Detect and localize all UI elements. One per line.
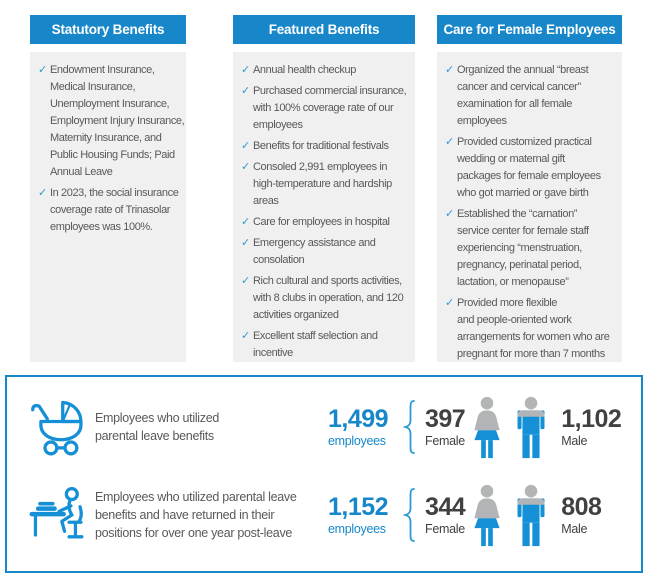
stat-description: Employees who utilized parental leave be… xyxy=(95,411,220,443)
check-icon: ✓ xyxy=(241,216,251,228)
list-item-text: Benefits for traditional festivals xyxy=(253,140,389,152)
check-icon: ✓ xyxy=(445,208,455,220)
column-title: Care for Female Employees xyxy=(437,15,622,44)
statutory-benefits-column: Statutory Benefits ✓ Endowment Insurance… xyxy=(30,15,186,362)
check-icon: ✓ xyxy=(445,297,455,309)
stat-description: Employees who utilized parental leave be… xyxy=(95,490,297,540)
check-icon: ✓ xyxy=(241,330,251,342)
check-icon: ✓ xyxy=(38,64,48,76)
female-label: Female xyxy=(425,433,465,448)
list-item: ✓ Consoled 2,991 employees in high-tempe… xyxy=(241,159,411,210)
list-item-text: Provided more flexible and people-orient… xyxy=(457,297,610,360)
male-value: 808 xyxy=(561,492,602,521)
male-label: Male xyxy=(561,433,588,448)
employee-at-desk-icon xyxy=(29,485,95,545)
brace-icon xyxy=(403,400,425,454)
list-item: ✓ Organized the annual “breast cancer an… xyxy=(445,62,618,130)
check-icon: ✓ xyxy=(241,237,251,249)
list-item-text: Emergency assistance and consolation xyxy=(253,237,376,266)
female-stat: 397 Female xyxy=(425,404,466,449)
female-figure-icon xyxy=(465,396,509,459)
list-item: ✓ Provided more flexible and people-orie… xyxy=(445,295,618,362)
column-title: Featured Benefits xyxy=(233,15,415,44)
list-item: ✓ Emergency assistance and consolation xyxy=(241,235,411,269)
male-stat: 1,102 Male xyxy=(553,406,623,449)
check-icon: ✓ xyxy=(445,64,455,76)
list-item: ✓ Rich cultural and sports activities, w… xyxy=(241,273,411,324)
male-figure-icon xyxy=(509,484,553,547)
check-icon: ✓ xyxy=(445,136,455,148)
list-item: ✓ Benefits for traditional festivals xyxy=(241,138,411,155)
returned-post-leave-row: Employees who utilized parental leave be… xyxy=(7,471,641,559)
female-employees-column: Care for Female Employees ✓ Organized th… xyxy=(437,15,622,362)
column-body: ✓ Endowment Insurance, Medical Insurance… xyxy=(30,52,186,362)
list-item-text: Consoled 2,991 employees in high-tempera… xyxy=(253,161,392,207)
check-icon: ✓ xyxy=(241,161,251,173)
total-value: 1,152 xyxy=(328,492,389,521)
check-icon: ✓ xyxy=(241,140,251,152)
female-value: 397 xyxy=(425,404,466,433)
list-item: ✓ In 2023, the social insurance coverage… xyxy=(38,185,182,236)
parental-leave-row: Employees who utilized parental leave be… xyxy=(7,383,641,471)
list-item: ✓ Established the “carnation” service ce… xyxy=(445,206,618,291)
list-item-text: Excellent staff selection and incentive xyxy=(253,330,378,359)
list-item-text: In 2023, the social insurance coverage r… xyxy=(50,187,179,233)
female-value: 344 xyxy=(425,492,466,521)
total-label: employees xyxy=(328,521,386,536)
list-item-text: Established the “carnation” service cent… xyxy=(457,208,589,288)
featured-benefits-column: Featured Benefits ✓ Annual health checku… xyxy=(233,15,415,362)
female-label: Female xyxy=(425,521,465,536)
male-stat: 808 Male xyxy=(553,494,623,537)
column-body: ✓ Organized the annual “breast cancer an… xyxy=(437,52,622,362)
parental-leave-stats-box: Employees who utilized parental leave be… xyxy=(5,375,643,573)
check-icon: ✓ xyxy=(241,64,251,76)
list-item: ✓ Excellent staff selection and incentiv… xyxy=(241,328,411,362)
male-figure-icon xyxy=(509,396,553,459)
female-figure-icon xyxy=(465,484,509,547)
list-item-text: Organized the annual “breast cancer and … xyxy=(457,64,589,127)
female-stat: 344 Female xyxy=(425,492,466,537)
male-value: 1,102 xyxy=(561,404,622,433)
total-label: employees xyxy=(328,433,386,448)
list-item-text: Provided customized practical wedding or… xyxy=(457,136,601,199)
list-item-text: Rich cultural and sports activities, wit… xyxy=(253,275,404,321)
list-item-text: Purchased commercial insurance, with 100… xyxy=(253,85,407,131)
check-icon: ✓ xyxy=(241,85,251,97)
list-item: ✓ Endowment Insurance, Medical Insurance… xyxy=(38,62,185,181)
brace-icon xyxy=(403,488,425,542)
list-item-text: Care for employees in hospital xyxy=(253,216,390,228)
male-label: Male xyxy=(561,521,588,536)
check-icon: ✓ xyxy=(38,187,48,199)
total-stat: 1,152 employees xyxy=(328,494,403,537)
baby-stroller-icon xyxy=(29,397,95,457)
total-value: 1,499 xyxy=(328,404,389,433)
column-body: ✓ Annual health checkup ✓ Purchased comm… xyxy=(233,52,415,362)
list-item: ✓ Provided customized practical wedding … xyxy=(445,134,618,202)
column-title: Statutory Benefits xyxy=(30,15,186,44)
check-icon: ✓ xyxy=(241,275,251,287)
list-item-text: Annual health checkup xyxy=(253,64,356,76)
list-item: ✓ Purchased commercial insurance, with 1… xyxy=(241,83,411,134)
list-item: ✓ Care for employees in hospital xyxy=(241,214,411,231)
total-stat: 1,499 employees xyxy=(328,406,403,449)
list-item: ✓ Annual health checkup xyxy=(241,62,411,79)
list-item-text: Endowment Insurance, Medical Insurance, … xyxy=(50,64,185,178)
